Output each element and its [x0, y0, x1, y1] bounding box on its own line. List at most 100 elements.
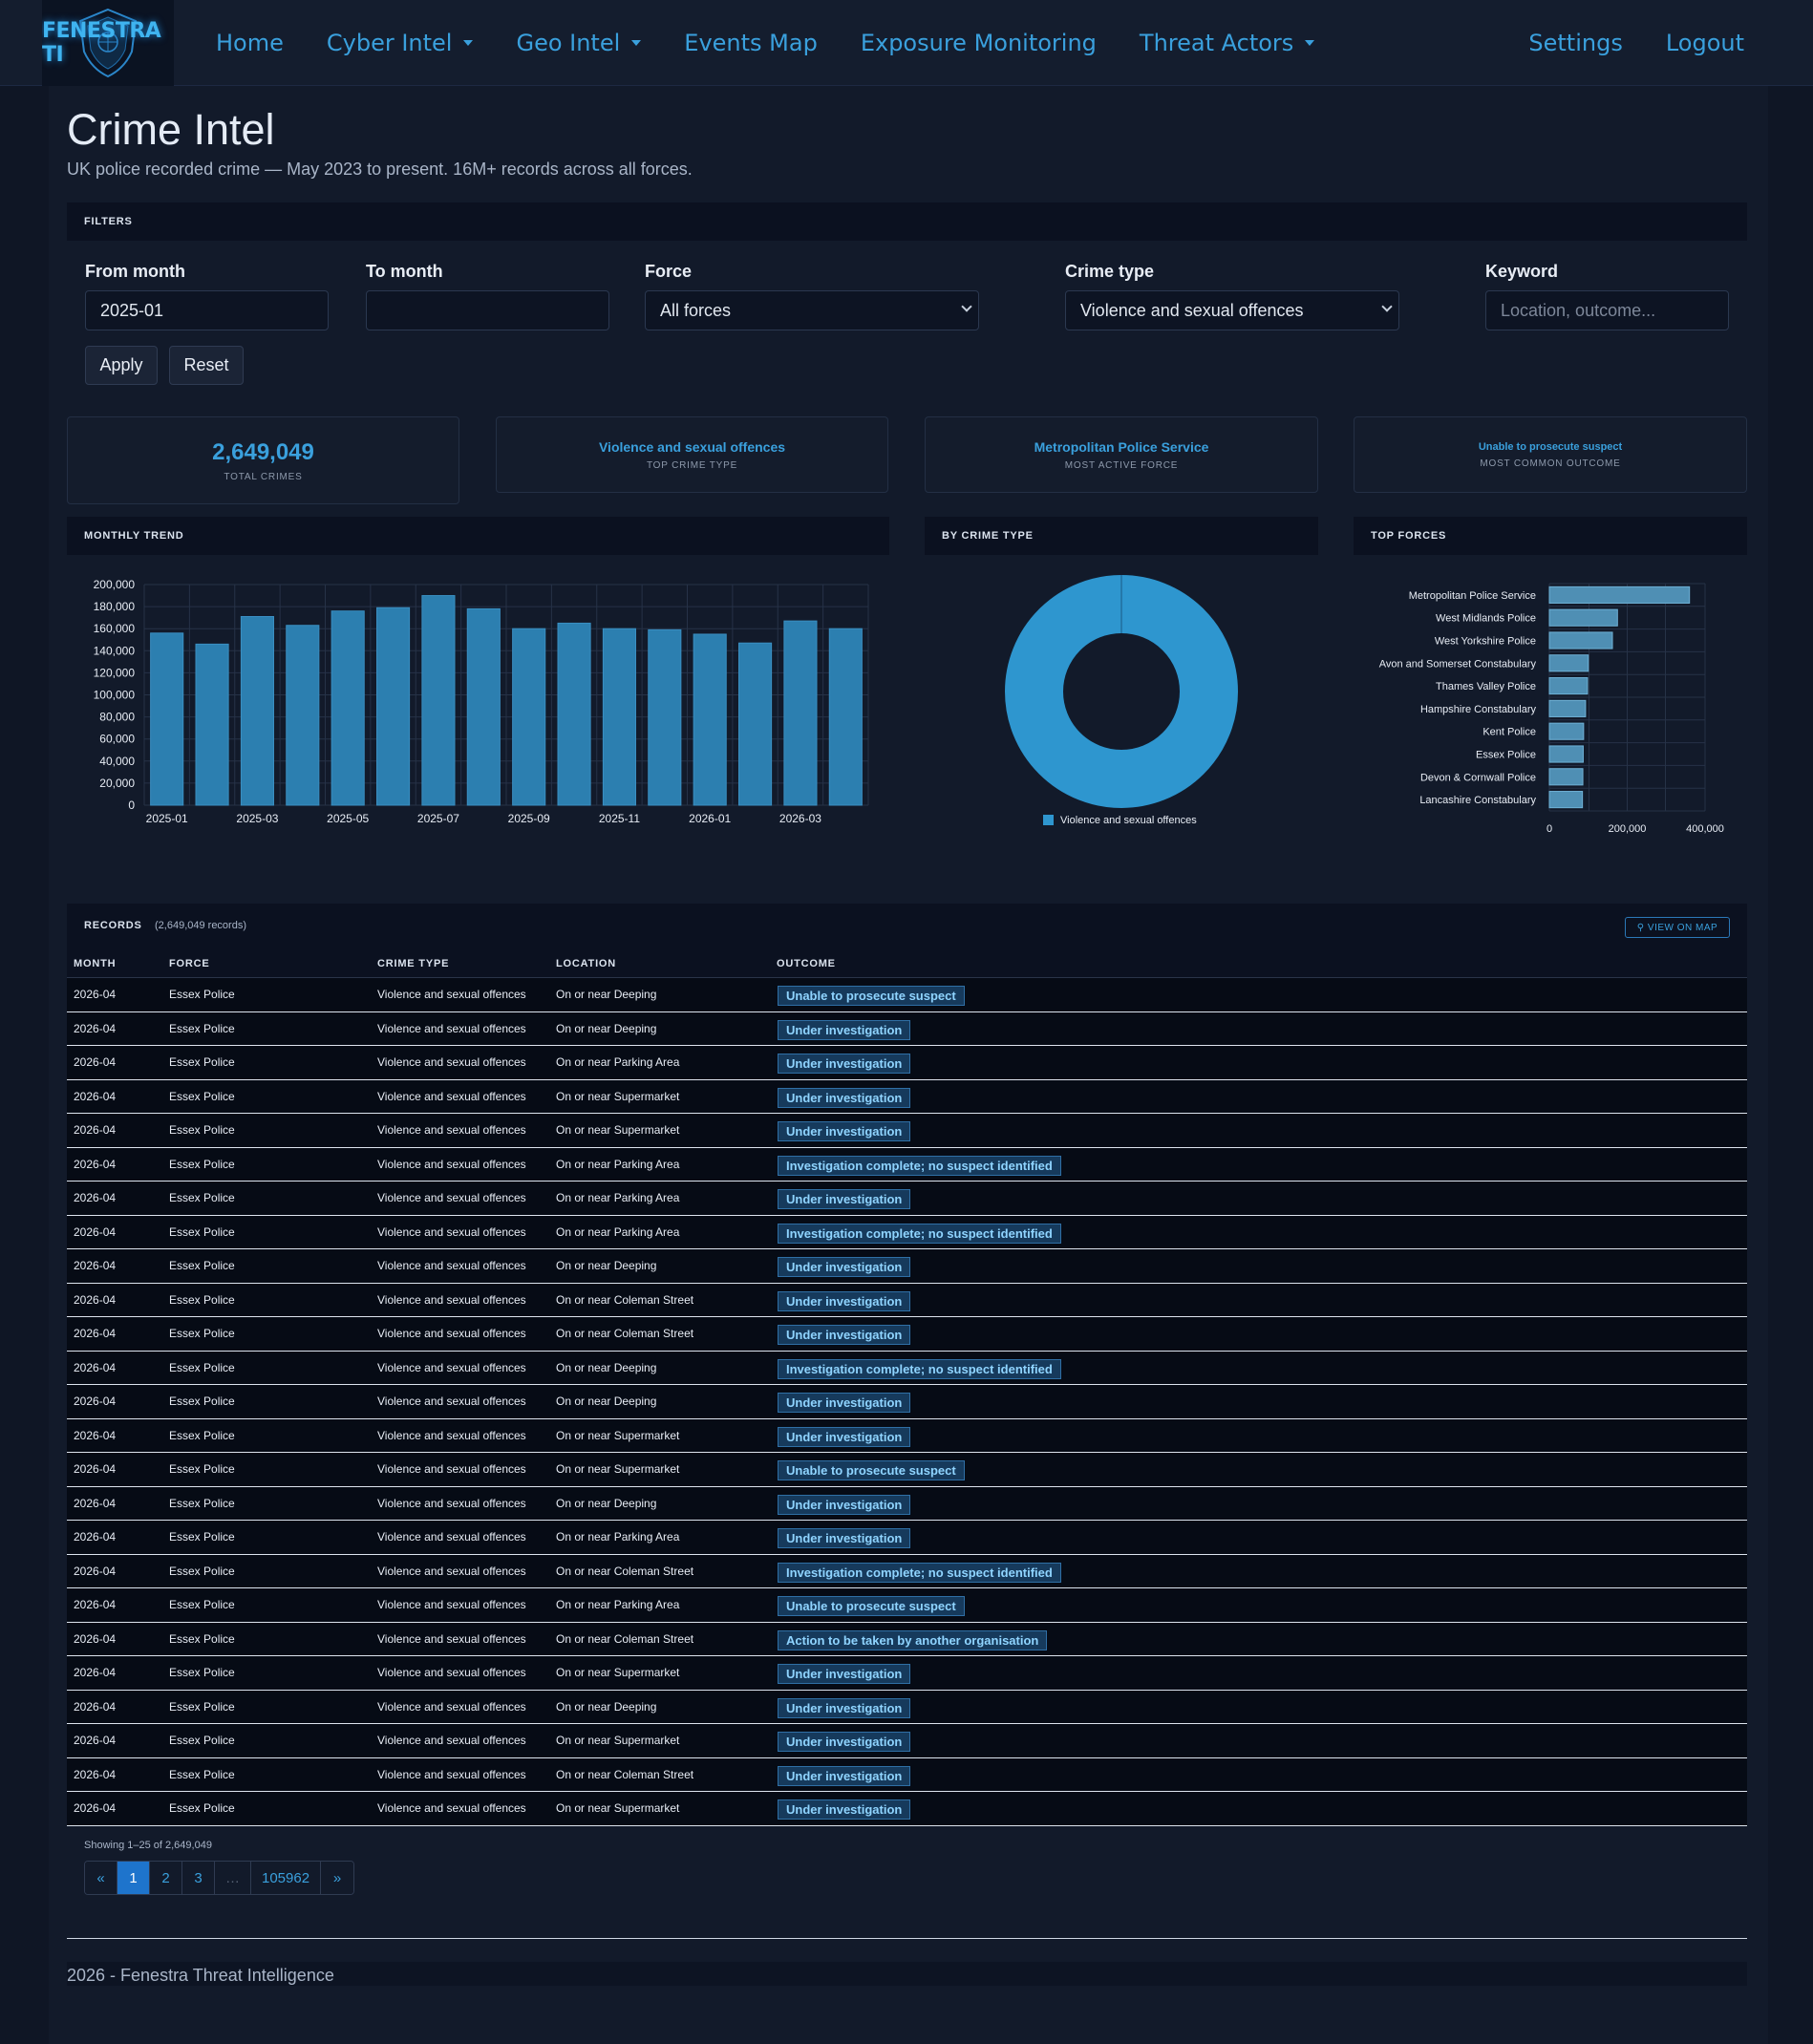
reset-button[interactable]: Reset [169, 346, 244, 385]
column-header-location[interactable]: LOCATION [556, 958, 617, 969]
view-on-map-button[interactable]: ⚲ VIEW ON MAP [1625, 917, 1730, 938]
table-row[interactable]: 2026-04 Essex Police Violence and sexual o… [67, 978, 1747, 1012]
previous-page-button[interactable]: « [85, 1862, 117, 1894]
table-row[interactable]: 2026-04 Essex Police Violence and sexual o… [67, 1656, 1747, 1691]
y-tick-label: Metropolitan Police Service [1409, 590, 1536, 602]
table-row[interactable]: 2026-04 Essex Police Violence and sexual o… [67, 1351, 1747, 1385]
table-row[interactable]: 2026-04 Essex Police Violence and sexual o… [67, 1147, 1747, 1182]
cell-month: 2026-04 [74, 1564, 117, 1578]
table-row[interactable]: 2026-04 Essex Police Violence and sexual o… [67, 1385, 1747, 1419]
table-row[interactable]: 2026-04 Essex Police Violence and sexual o… [67, 1249, 1747, 1284]
cell-month: 2026-04 [74, 1055, 117, 1069]
table-row[interactable]: 2026-04 Essex Police Violence and sexual o… [67, 1757, 1747, 1792]
page-3[interactable]: 3 [182, 1862, 215, 1894]
cell-month: 2026-04 [74, 1734, 117, 1747]
table-row[interactable]: 2026-04 Essex Police Violence and sexual o… [67, 1486, 1747, 1521]
table-row[interactable]: 2026-04 Essex Police Violence and sexual o… [67, 1114, 1747, 1148]
table-row[interactable]: 2026-04 Essex Police Violence and sexual o… [67, 1792, 1747, 1826]
table-row[interactable]: 2026-04 Essex Police Violence and sexual o… [67, 1317, 1747, 1352]
table-row[interactable]: 2026-04 Essex Police Violence and sexual o… [67, 1418, 1747, 1453]
bar-lancashire-constabulary [1548, 791, 1584, 809]
table-row[interactable]: 2026-04 Essex Police Violence and sexual o… [67, 1046, 1747, 1080]
main-nav: Home Cyber Intel Geo Intel Events Map Exposu… [216, 0, 1315, 86]
records-count: (2,649,049 records) [155, 920, 246, 931]
nav-link-cyber-intel[interactable]: Cyber Intel [327, 30, 474, 56]
nav-link-exposure-monitoring[interactable]: Exposure Monitoring [861, 30, 1097, 56]
outcome-badge: Under investigation [778, 1054, 911, 1074]
page-1[interactable]: 1 [117, 1862, 150, 1894]
cell-crime-type: Violence and sexual offences [377, 1259, 526, 1272]
cell-force: Essex Police [169, 1462, 235, 1476]
crime-type-select-value: Violence and sexual offences [1080, 300, 1304, 320]
cell-force: Essex Police [169, 1259, 235, 1272]
x-tick-label: 2025-09 [508, 812, 550, 825]
from-month-input[interactable]: 2025-01 [85, 290, 329, 330]
page-2[interactable]: 2 [150, 1862, 182, 1894]
table-row[interactable]: 2026-04 Essex Police Violence and sexual o… [67, 1283, 1747, 1317]
table-row[interactable]: 2026-04 Essex Police Violence and sexual o… [67, 1724, 1747, 1758]
table-row[interactable]: 2026-04 Essex Police Violence and sexual o… [67, 1521, 1747, 1555]
outcome-badge: Under investigation [778, 1019, 911, 1040]
table-row[interactable]: 2026-04 Essex Police Violence and sexual o… [67, 1079, 1747, 1114]
table-row[interactable]: 2026-04 Essex Police Violence and sexual o… [67, 1690, 1747, 1724]
cell-month: 2026-04 [74, 988, 117, 1001]
column-header-crime-type[interactable]: CRIME TYPE [377, 958, 450, 969]
cell-crime-type: Violence and sexual offences [377, 1734, 526, 1747]
table-row[interactable]: 2026-04 Essex Police Violence and sexual o… [67, 1554, 1747, 1588]
cell-month: 2026-04 [74, 1191, 117, 1204]
cell-crime-type: Violence and sexual offences [377, 1157, 526, 1171]
nav-link-geo-intel[interactable]: Geo Intel [516, 30, 642, 56]
nav-link-threat-actors[interactable]: Threat Actors [1140, 30, 1315, 56]
keyword-input[interactable]: Location, outcome... [1485, 290, 1729, 330]
page-105962[interactable]: 105962 [251, 1862, 322, 1894]
table-row[interactable]: 2026-04 Essex Police Violence and sexual o… [67, 1588, 1747, 1623]
table-row[interactable]: 2026-04 Essex Police Violence and sexual o… [67, 1182, 1747, 1216]
cell-month: 2026-04 [74, 1327, 117, 1340]
column-header-month[interactable]: MONTH [74, 958, 117, 969]
cell-location: On or near Deeping [556, 1699, 657, 1714]
cell-month: 2026-04 [74, 1224, 117, 1239]
bar-2025-01 [150, 632, 184, 806]
cell-crime-type: Violence and sexual offences [377, 988, 526, 1001]
bar-west-yorkshire-police [1548, 631, 1613, 649]
cell-crime-type: Violence and sexual offences [377, 1564, 526, 1578]
table-row[interactable]: 2026-04 Essex Police Violence and sexual o… [67, 1215, 1747, 1249]
cell-month: 2026-04 [74, 1360, 117, 1374]
column-header-force[interactable]: FORCE [169, 958, 210, 969]
y-tick-label: 140,000 [94, 644, 136, 657]
cell-month: 2026-04 [74, 1598, 117, 1611]
brand-logo[interactable]: FENESTRA TI [42, 0, 174, 86]
force-select[interactable]: All forces [645, 290, 979, 330]
table-row[interactable]: 2026-04 Essex Police Violence and sexual o… [67, 1453, 1747, 1487]
bar-2026-02 [738, 642, 773, 806]
apply-button[interactable]: Apply [85, 346, 158, 385]
cell-force: Essex Police [169, 1191, 235, 1204]
crime-type-select[interactable]: Violence and sexual offences [1065, 290, 1399, 330]
next-page-button[interactable]: » [321, 1862, 354, 1894]
nav-link-home[interactable]: Home [216, 30, 284, 56]
to-month-input[interactable] [366, 290, 609, 330]
cell-location: On or near Deeping [556, 1259, 657, 1272]
nav-link-events-map[interactable]: Events Map [684, 30, 818, 56]
cell-month: 2026-04 [74, 1801, 117, 1815]
nav-link-logout[interactable]: Logout [1665, 30, 1744, 56]
table-row[interactable]: 2026-04 Essex Police Violence and sexual o… [67, 1011, 1747, 1046]
page-title: Crime Intel [67, 105, 275, 154]
outcome-badge: Under investigation [778, 1732, 911, 1752]
bar-2025-03 [240, 615, 274, 806]
cell-month: 2026-04 [74, 1530, 117, 1544]
column-header-outcome[interactable]: OUTCOME [777, 958, 836, 969]
outcome-badge: Under investigation [778, 1494, 911, 1515]
table-row[interactable]: 2026-04 Essex Police Violence and sexual o… [67, 1622, 1747, 1656]
outcome-badge: Under investigation [778, 1087, 911, 1108]
nav-link-label: Geo Intel [516, 30, 621, 56]
nav-link-settings[interactable]: Settings [1528, 30, 1623, 56]
cell-force: Essex Police [169, 988, 235, 1001]
outcome-badge: Unable to prosecute suspect [778, 1460, 965, 1480]
cell-crime-type: Violence and sexual offences [377, 1123, 526, 1137]
cell-location: On or near Deeping [556, 1395, 657, 1408]
cell-location: On or near Deeping [556, 988, 657, 1001]
footer-bar [67, 1962, 1747, 1986]
stat-value: Unable to prosecute suspect [1478, 440, 1623, 453]
crime-type-donut-chart: Violence and sexual offences [1005, 575, 1238, 826]
